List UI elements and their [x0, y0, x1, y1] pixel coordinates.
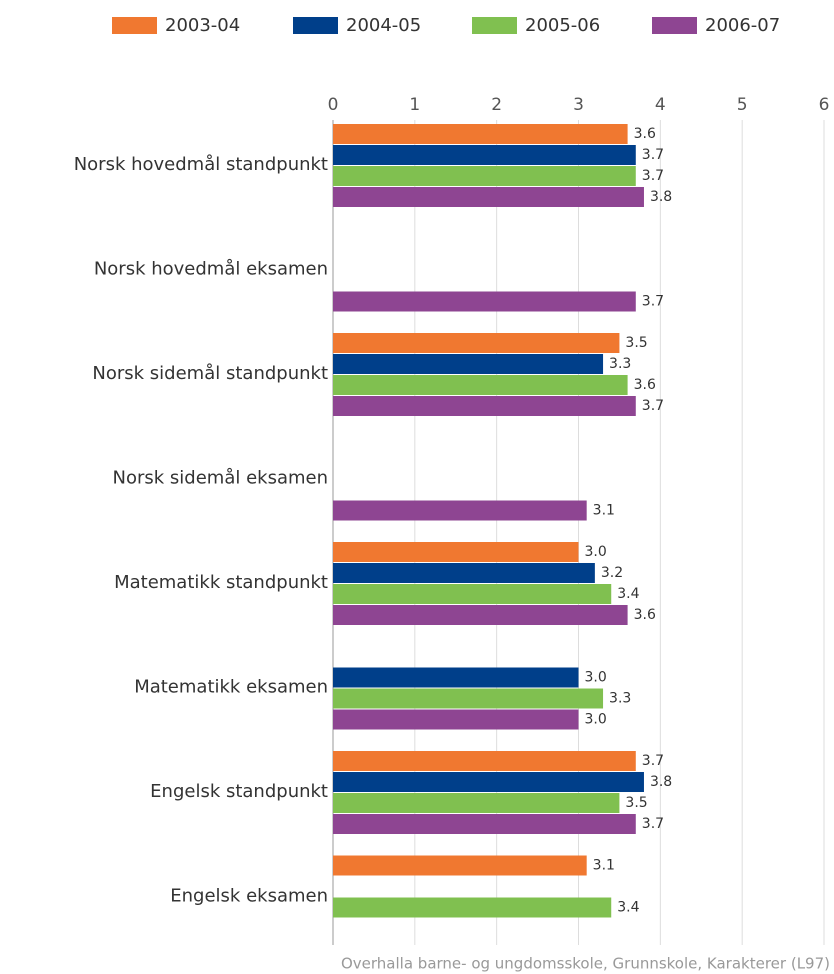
value-label: 3.6 — [634, 607, 656, 623]
bar — [333, 187, 644, 207]
value-label: 3.7 — [642, 753, 664, 769]
bar — [333, 500, 587, 521]
bar — [333, 855, 587, 876]
bar — [333, 124, 628, 144]
category-label: Matematikk standpunkt — [114, 572, 328, 593]
bar — [333, 354, 604, 374]
bar — [333, 793, 620, 813]
category-label: Engelsk standpunkt — [150, 781, 328, 802]
bar — [333, 605, 628, 625]
value-label: 3.4 — [617, 586, 639, 602]
value-label: 3.4 — [617, 900, 639, 916]
bar — [333, 333, 620, 353]
value-label: 3.1 — [593, 503, 615, 519]
value-label: 3.3 — [609, 691, 631, 707]
value-label: 3.1 — [593, 858, 615, 874]
value-label: 3.0 — [585, 712, 607, 728]
x-tick-label: 3 — [573, 95, 584, 115]
legend-label: 2006-07 — [705, 15, 780, 36]
x-tick-label: 4 — [655, 95, 666, 115]
value-label: 3.3 — [609, 356, 631, 372]
bar — [333, 667, 579, 688]
bar — [333, 375, 628, 395]
bar — [333, 814, 636, 834]
bar — [333, 751, 636, 771]
value-label: 3.7 — [642, 168, 664, 184]
footer: Overhalla barne- og ungdomsskole, Grunns… — [341, 955, 830, 973]
legend-swatch — [652, 17, 697, 34]
category-label: Matematikk eksamen — [134, 677, 328, 698]
bar — [333, 688, 604, 709]
bar — [333, 584, 612, 604]
value-label: 3.7 — [642, 147, 664, 163]
legend-label: 2003-04 — [165, 15, 240, 36]
category-label: Norsk sidemål eksamen — [113, 468, 329, 489]
x-tick-label: 1 — [409, 95, 420, 115]
value-label: 3.6 — [634, 377, 656, 393]
value-label: 3.8 — [650, 774, 672, 790]
category-label: Norsk sidemål standpunkt — [92, 363, 328, 384]
value-label: 3.6 — [634, 126, 656, 142]
legend-swatch — [112, 17, 157, 34]
legend-label: 2005-06 — [525, 15, 600, 36]
value-label: 3.0 — [585, 544, 607, 560]
bar — [333, 563, 595, 583]
legend-swatch — [472, 17, 517, 34]
category-label: Norsk hovedmål eksamen — [94, 259, 328, 280]
x-tick-label: 5 — [737, 95, 748, 115]
x-tick-label: 2 — [491, 95, 502, 115]
legend-swatch — [293, 17, 338, 34]
value-label: 3.7 — [642, 398, 664, 414]
bar — [333, 897, 612, 918]
x-tick-label: 0 — [328, 95, 339, 115]
value-label: 3.7 — [642, 816, 664, 832]
value-label: 3.5 — [625, 335, 647, 351]
legend-label: 2004-05 — [346, 15, 421, 36]
bar — [333, 542, 579, 562]
bar — [333, 291, 636, 312]
x-tick-label: 6 — [819, 95, 830, 115]
value-label: 3.0 — [585, 670, 607, 686]
bar — [333, 166, 636, 186]
bar — [333, 145, 636, 165]
bar — [333, 396, 636, 416]
value-label: 3.2 — [601, 565, 623, 581]
category-label: Engelsk eksamen — [170, 886, 328, 907]
bar — [333, 709, 579, 730]
value-label: 3.7 — [642, 294, 664, 310]
bar — [333, 772, 644, 792]
value-label: 3.8 — [650, 189, 672, 205]
category-label: Norsk hovedmål standpunkt — [74, 154, 328, 175]
value-label: 3.5 — [625, 795, 647, 811]
